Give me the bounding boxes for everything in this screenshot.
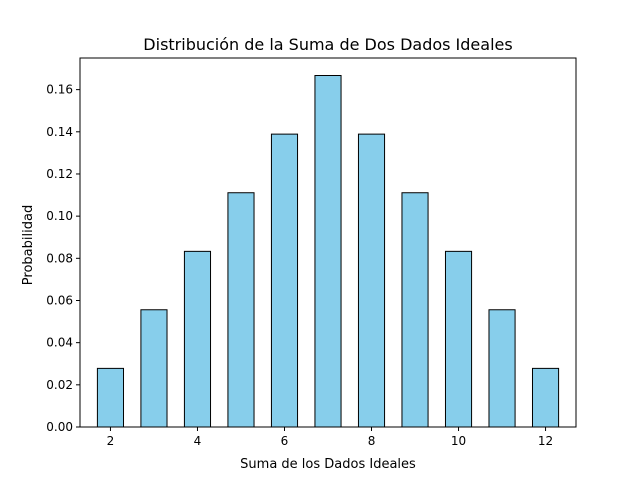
x-axis-label: Suma de los Dados Ideales (240, 457, 416, 472)
y-axis-label: Probabilidad (21, 205, 36, 285)
bar-11 (488, 309, 516, 428)
y-tick-label: 0.06 (46, 293, 73, 307)
y-tick-label: 0.12 (46, 167, 73, 181)
bar-7 (314, 75, 342, 428)
y-tick-label: 0.14 (46, 125, 73, 139)
y-axis: 0.00 0.02 0.04 0.06 0.08 0.10 0.12 0.14 0.16 (46, 83, 80, 434)
bar-2 (96, 367, 125, 428)
y-tick-label: 0.02 (46, 378, 73, 392)
x-tick-label: 6 (281, 434, 289, 448)
x-tick-label: 4 (194, 434, 202, 448)
bar-9 (401, 192, 429, 428)
y-tick-label: 0.00 (46, 420, 73, 434)
x-tick-label: 10 (451, 434, 466, 448)
chart-title: Distribución de la Suma de Dos Dados Ide… (143, 35, 512, 54)
x-tick-label: 12 (538, 434, 553, 448)
x-tick-label: 2 (107, 434, 115, 448)
y-tick-label: 0.16 (46, 83, 73, 97)
plot-frame (79, 57, 577, 428)
bar-10 (444, 250, 473, 428)
bars (96, 75, 560, 428)
y-tick-label: 0.08 (46, 251, 73, 265)
bar-4 (183, 250, 212, 428)
bar-8 (357, 133, 386, 428)
y-tick-label: 0.04 (46, 336, 73, 350)
y-tick-label: 0.10 (46, 209, 73, 223)
bar-6 (270, 133, 299, 428)
x-axis: 2 4 6 8 10 12 (107, 427, 553, 448)
bar-12 (531, 367, 560, 428)
bar-5 (227, 192, 255, 428)
bar-3 (140, 309, 168, 428)
x-tick-label: 8 (368, 434, 376, 448)
